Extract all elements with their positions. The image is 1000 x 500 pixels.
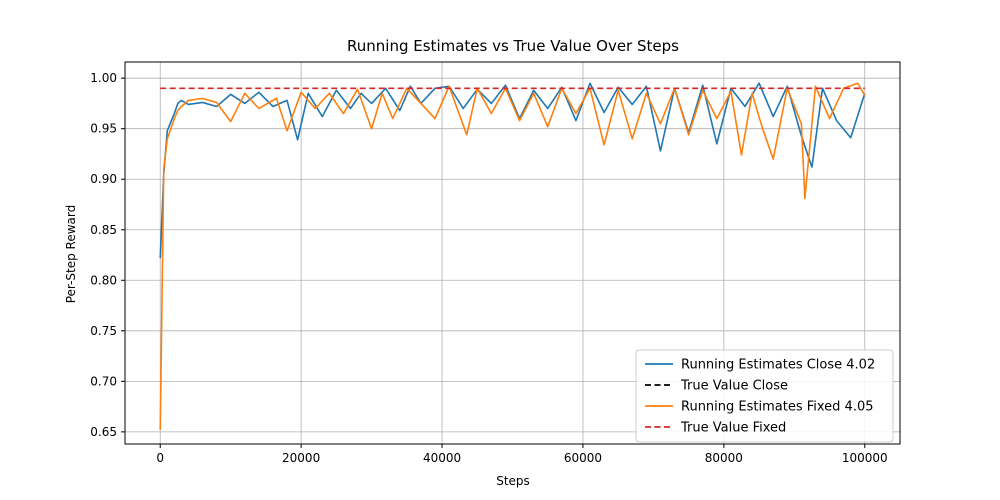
y-tick-label: 0.75	[90, 324, 117, 338]
ticks: 0 20000 40000 60000 80000 100000 0.65 0.70 0.75 0…	[90, 71, 887, 465]
y-tick-label: 0.85	[90, 223, 117, 237]
plot-frame	[124, 61, 901, 445]
y-tick-label: 0.70	[90, 374, 117, 388]
x-tick-label: 40000	[423, 451, 461, 465]
legend: Running Estimates Close 4.02 True Value C…	[635, 349, 894, 443]
x-tick-label: 0	[156, 451, 164, 465]
legend-label: True Value Close	[680, 379, 788, 394]
legend-label: Running Estimates Close 4.02	[681, 358, 875, 373]
series-line-running-estimates-fixed-4-05	[159, 82, 866, 430]
x-axis-label: Steps	[496, 474, 530, 488]
chart-title: Running Estimates vs True Value Over Ste…	[347, 37, 679, 55]
legend-label: True Value Fixed	[680, 421, 786, 436]
x-tick-label: 60000	[564, 451, 602, 465]
y-tick-label: 0.90	[90, 172, 117, 186]
legend-label: Running Estimates Fixed 4.05	[681, 400, 874, 415]
series-layer	[159, 82, 866, 430]
x-tick-label: 20000	[282, 451, 320, 465]
y-tick-label: 0.95	[90, 122, 117, 136]
legend-box	[635, 349, 894, 443]
x-tick-label: 80000	[705, 451, 743, 465]
y-tick-label: 1.00	[90, 71, 117, 85]
x-tick-label: 100000	[842, 451, 888, 465]
y-tick-label: 0.80	[90, 273, 117, 287]
y-tick-label: 0.65	[90, 425, 117, 439]
series-line-running-estimates-close-4-02	[159, 82, 866, 259]
grid	[125, 62, 900, 444]
y-axis-label: Per-Step Reward	[64, 205, 78, 304]
